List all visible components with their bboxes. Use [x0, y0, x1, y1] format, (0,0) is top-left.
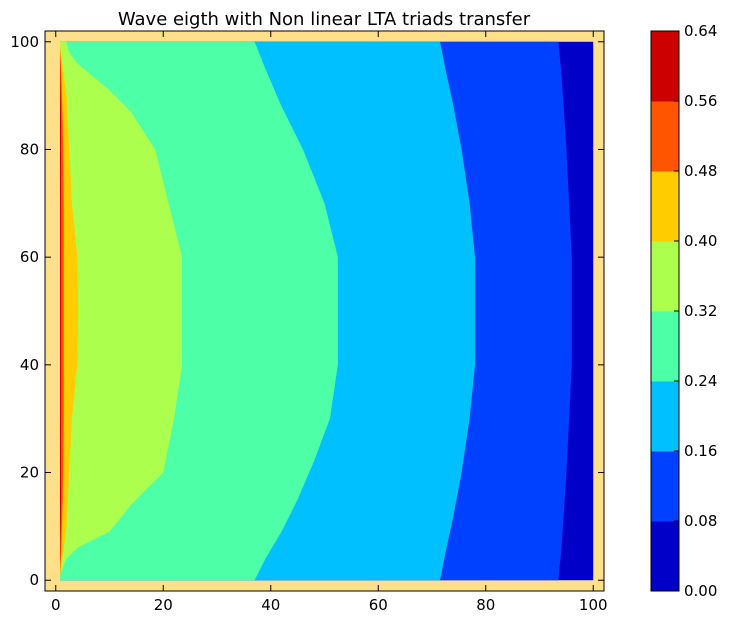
colorbar-segment [651, 311, 679, 382]
colorbar-tick-label: 0.00 [684, 582, 717, 600]
contour-band-7 [60, 57, 62, 565]
contour-fills [60, 41, 572, 581]
contour-band-5 [60, 41, 79, 581]
x-tick-label: 40 [261, 596, 280, 614]
colorbar-segment [651, 521, 679, 592]
colorbar-tick-label: 0.48 [684, 162, 717, 180]
colorbar-segment [651, 101, 679, 172]
y-tick-label: 40 [20, 356, 39, 374]
colorbar-tick-label: 0.32 [684, 302, 717, 320]
y-tick-label: 100 [10, 33, 39, 51]
colorbar: 0.00 0.08 0.16 0.24 0.32 0.40 0.48 0.56 0.64 [650, 22, 717, 600]
colorbar-segment [651, 241, 679, 312]
x-tick-label: 60 [369, 596, 388, 614]
colorbar-tick-label: 0.64 [684, 22, 717, 40]
colorbar-segment [651, 171, 679, 242]
colorbar-tick-label: 0.56 [684, 92, 717, 110]
colorbar-tick-label: 0.16 [684, 442, 717, 460]
colorbar-segment [651, 451, 679, 522]
x-tick-label: 100 [579, 596, 608, 614]
x-tick-label: 0 [51, 596, 61, 614]
y-tick-label: 20 [20, 464, 39, 482]
x-tick-label: 80 [476, 596, 495, 614]
x-tick-label: 20 [154, 596, 173, 614]
y-axis: 0 20 40 60 80 100 [10, 33, 604, 589]
contour-band-4 [60, 41, 183, 581]
colorbar-tick-label: 0.40 [684, 232, 717, 250]
plot-frame [44, 30, 605, 592]
colorbar-segment [651, 381, 679, 452]
y-tick-label: 60 [20, 248, 39, 266]
colorbar-tick-label: 0.08 [684, 512, 717, 530]
colorbar-tick-label: 0.24 [684, 372, 717, 390]
x-axis: 0 20 40 60 80 100 [51, 31, 608, 614]
y-tick-label: 80 [20, 140, 39, 158]
colorbar-segment [651, 31, 679, 102]
chart-title: Wave eigth with Non linear LTA triads tr… [118, 9, 531, 30]
y-tick-label: 0 [29, 571, 39, 589]
